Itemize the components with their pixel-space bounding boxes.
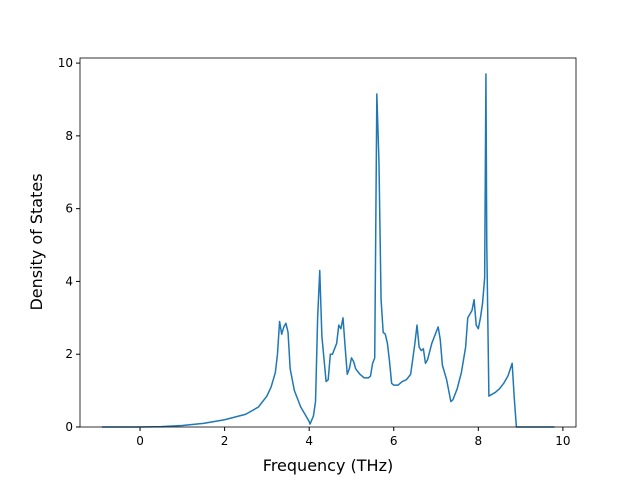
x-tick-label: 10	[555, 434, 570, 448]
x-tick-label: 6	[390, 434, 398, 448]
y-tick-label: 10	[58, 56, 73, 70]
x-tick-label: 2	[221, 434, 229, 448]
y-tick-label: 8	[65, 129, 73, 143]
x-axis-label: Frequency (THz)	[263, 456, 393, 475]
y-tick-label: 4	[65, 274, 73, 288]
x-tick-label: 8	[475, 434, 483, 448]
y-axis-label: Density of States	[27, 173, 46, 310]
y-tick-label: 0	[65, 420, 73, 434]
plot-frame	[79, 57, 577, 428]
x-tick-label: 0	[136, 434, 144, 448]
line-series	[101, 73, 555, 428]
x-tick-label: 4	[305, 434, 313, 448]
y-tick-label: 6	[65, 202, 73, 216]
y-tick-label: 2	[65, 347, 73, 361]
